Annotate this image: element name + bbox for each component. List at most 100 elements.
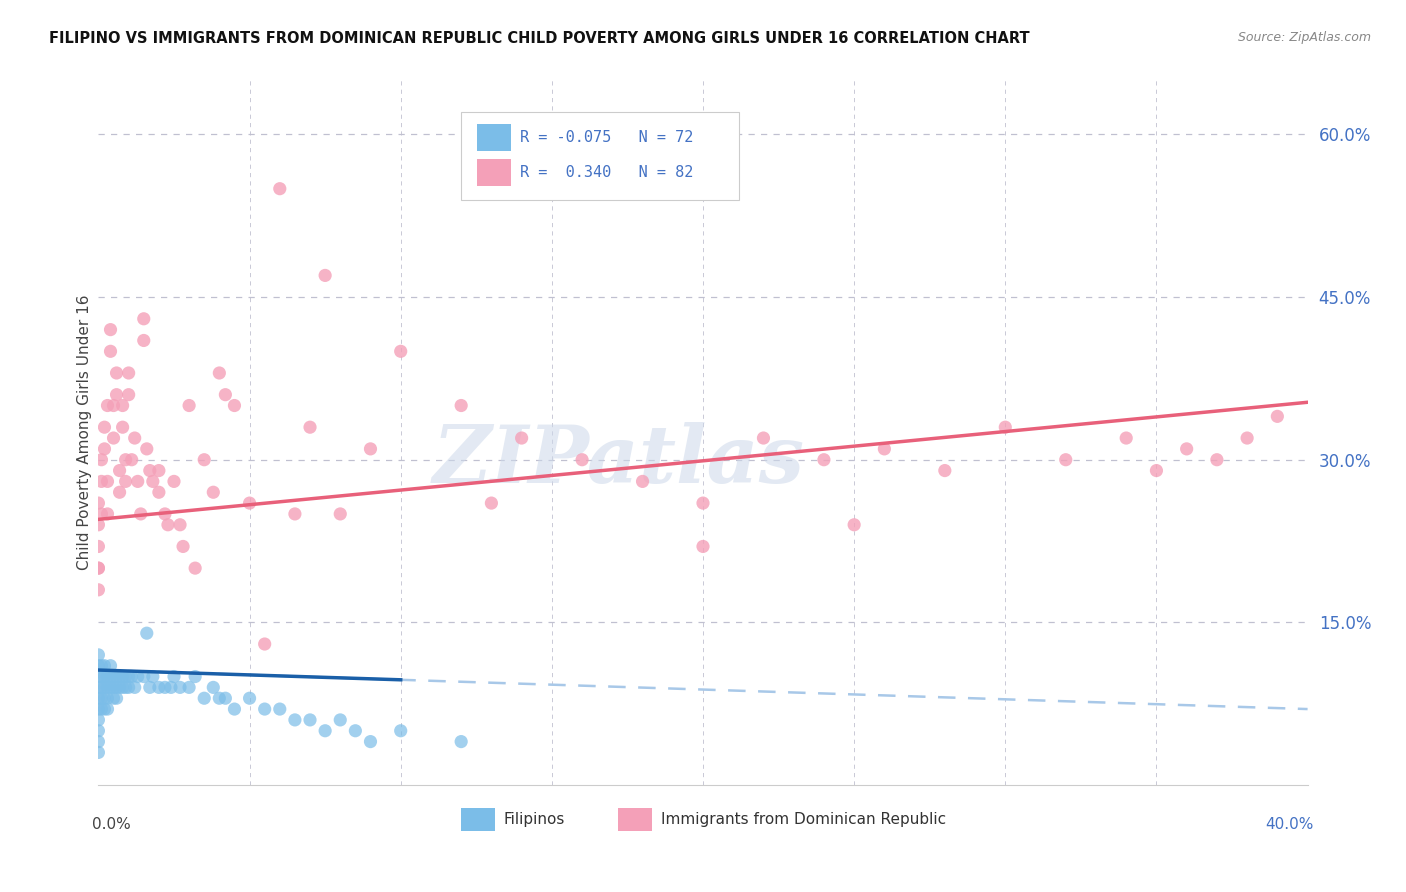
Point xyxy=(813,452,835,467)
Point xyxy=(329,507,352,521)
Point xyxy=(124,681,146,695)
Point xyxy=(96,399,118,413)
Point xyxy=(96,669,118,683)
Point xyxy=(153,681,176,695)
Point xyxy=(156,517,179,532)
Point xyxy=(163,669,186,683)
Point xyxy=(389,723,412,738)
Point xyxy=(108,464,131,478)
Y-axis label: Child Poverty Among Girls Under 16: Child Poverty Among Girls Under 16 xyxy=(77,295,91,570)
Point xyxy=(1115,431,1137,445)
Point xyxy=(284,713,307,727)
Point xyxy=(100,669,122,683)
Point xyxy=(90,702,112,716)
Point xyxy=(172,540,194,554)
Point xyxy=(118,681,141,695)
Point xyxy=(571,452,593,467)
Point xyxy=(299,420,322,434)
Point xyxy=(93,681,115,695)
Point xyxy=(90,681,112,695)
Point xyxy=(1236,431,1258,445)
Point xyxy=(105,387,128,401)
Point xyxy=(108,669,131,683)
Point xyxy=(481,496,503,510)
FancyBboxPatch shape xyxy=(461,112,740,200)
Text: 40.0%: 40.0% xyxy=(1265,817,1313,831)
Point xyxy=(93,442,115,456)
Point xyxy=(108,485,131,500)
Point xyxy=(87,561,110,575)
Point xyxy=(103,669,125,683)
Point xyxy=(87,540,110,554)
Point xyxy=(96,681,118,695)
Point xyxy=(87,702,110,716)
Point xyxy=(114,475,136,489)
Point xyxy=(87,658,110,673)
Point xyxy=(103,399,125,413)
Point xyxy=(1206,452,1229,467)
Point xyxy=(148,485,170,500)
Point xyxy=(105,669,128,683)
Point xyxy=(314,723,336,738)
Point xyxy=(169,517,191,532)
Point xyxy=(87,681,110,695)
Point xyxy=(100,323,122,337)
Point xyxy=(87,496,110,510)
Point xyxy=(90,507,112,521)
Point xyxy=(114,669,136,683)
Point xyxy=(179,681,201,695)
Point xyxy=(93,420,115,434)
Point xyxy=(994,420,1017,434)
Point xyxy=(111,681,134,695)
Point xyxy=(135,626,157,640)
Point xyxy=(184,669,207,683)
Point xyxy=(631,475,654,489)
Point xyxy=(105,366,128,380)
Point xyxy=(100,658,122,673)
Point xyxy=(142,669,165,683)
Point xyxy=(103,681,125,695)
Text: FILIPINO VS IMMIGRANTS FROM DOMINICAN REPUBLIC CHILD POVERTY AMONG GIRLS UNDER 1: FILIPINO VS IMMIGRANTS FROM DOMINICAN RE… xyxy=(49,31,1029,46)
Point xyxy=(114,681,136,695)
Point xyxy=(692,540,714,554)
Point xyxy=(148,464,170,478)
Point xyxy=(90,669,112,683)
Point xyxy=(96,702,118,716)
Point xyxy=(103,431,125,445)
Point xyxy=(96,691,118,706)
Point xyxy=(121,669,143,683)
Point xyxy=(269,702,291,716)
Point xyxy=(90,691,112,706)
Point xyxy=(96,507,118,521)
Point xyxy=(1144,464,1167,478)
Point xyxy=(121,452,143,467)
Point xyxy=(132,334,155,348)
Point xyxy=(179,399,201,413)
Point xyxy=(135,442,157,456)
Point xyxy=(214,387,236,401)
Point xyxy=(139,464,162,478)
Point xyxy=(118,366,141,380)
Point xyxy=(1267,409,1289,424)
Point xyxy=(692,496,714,510)
Text: Filipinos: Filipinos xyxy=(503,812,565,827)
Text: ZIPatlas: ZIPatlas xyxy=(432,422,804,500)
Point xyxy=(184,561,207,575)
Point xyxy=(329,713,352,727)
Point xyxy=(90,658,112,673)
Point xyxy=(87,517,110,532)
Point xyxy=(202,681,225,695)
Point xyxy=(1054,452,1077,467)
Point xyxy=(114,452,136,467)
Bar xyxy=(477,124,510,151)
Point xyxy=(1175,442,1198,456)
Point xyxy=(360,734,382,748)
Point xyxy=(87,734,110,748)
Point xyxy=(934,464,956,478)
Point xyxy=(224,702,246,716)
Point xyxy=(124,431,146,445)
Point xyxy=(93,669,115,683)
Point xyxy=(105,691,128,706)
Text: R =  0.340   N = 82: R = 0.340 N = 82 xyxy=(520,165,693,180)
Point xyxy=(93,658,115,673)
